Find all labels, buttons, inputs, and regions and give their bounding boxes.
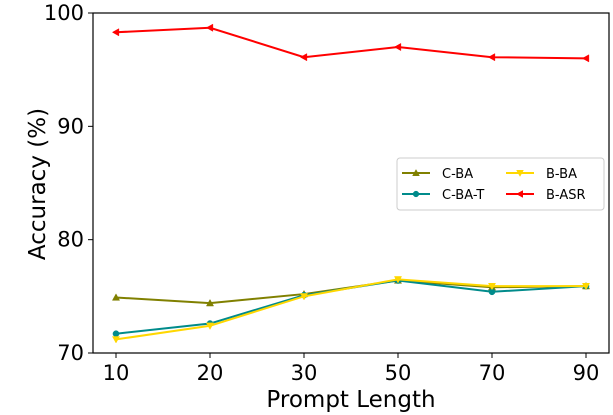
series-b-ba (111, 276, 591, 344)
data-point (581, 54, 590, 63)
y-tick-label: 100 (44, 1, 84, 25)
data-point (581, 283, 591, 291)
data-point (299, 293, 309, 301)
legend-box (396, 157, 605, 211)
x-tick-label: 50 (385, 361, 412, 385)
series-line (115, 278, 586, 341)
series-b-asr (111, 23, 590, 63)
data-point (111, 336, 121, 344)
data-point (205, 322, 215, 330)
legend-item: C-BA-T (402, 188, 484, 203)
x-axis-title: Prompt Length (266, 387, 435, 413)
y-axis-title: Accuracy (%) (25, 108, 51, 260)
data-point (205, 299, 215, 307)
x-tick-label: 70 (479, 361, 506, 385)
legend-label: C-BA-T (442, 188, 484, 203)
legend: C-BA C-BA-T B-BA B-ASR (396, 157, 605, 211)
plot-frame (92, 12, 610, 354)
y-axis: 70 80 90 100 (44, 1, 93, 365)
legend-marker (516, 170, 524, 177)
x-tick-label: 20 (197, 361, 224, 385)
legend-item: B-ASR (506, 188, 586, 203)
legend-item: C-BA (402, 167, 473, 182)
x-tick-label: 10 (103, 361, 130, 385)
legend-marker (412, 169, 420, 176)
data-point (112, 330, 120, 338)
x-tick-label: 30 (291, 361, 318, 385)
legend-marker (412, 190, 420, 198)
legend-label: C-BA (442, 167, 473, 182)
data-point (299, 53, 308, 62)
data-point (111, 28, 120, 37)
data-point (487, 283, 497, 291)
legend-label: B-ASR (546, 188, 586, 203)
legend-label: B-BA (546, 167, 577, 182)
series-line (115, 26, 587, 60)
y-tick-label: 90 (57, 114, 84, 138)
plot-area (92, 12, 610, 354)
data-point (487, 53, 496, 62)
data-point (205, 23, 214, 32)
x-axis: 10 20 30 50 70 90 (103, 353, 600, 385)
data-point (111, 293, 121, 301)
y-tick-label: 80 (57, 228, 84, 252)
legend-marker (516, 190, 523, 198)
data-point (393, 276, 403, 284)
x-tick-label: 90 (573, 361, 600, 385)
series-line (115, 279, 587, 305)
y-tick-label: 70 (57, 341, 84, 365)
series-c-ba (111, 276, 591, 307)
series-group (111, 23, 591, 344)
legend-item: B-BA (506, 167, 577, 182)
data-point (393, 42, 402, 52)
